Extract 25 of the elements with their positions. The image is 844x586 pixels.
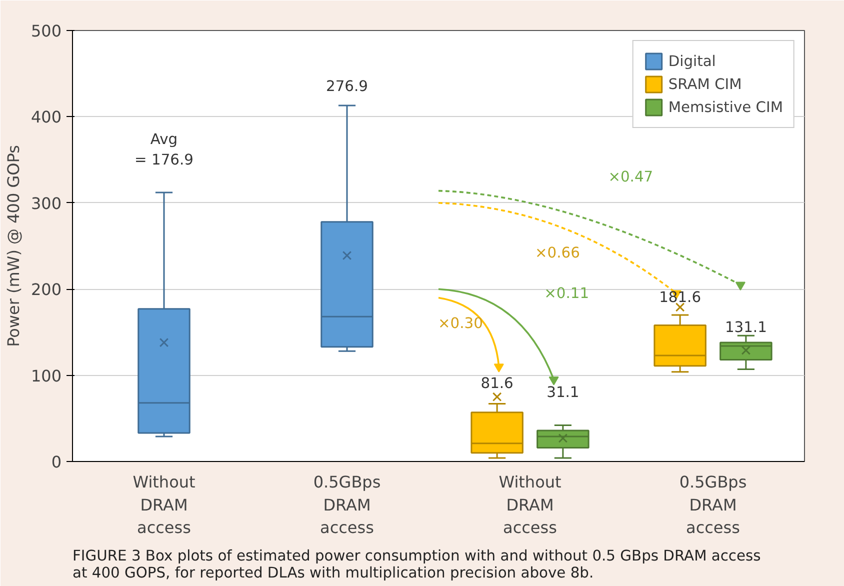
annotation: 31.1 [546,384,580,401]
annotation: 131.1 [724,319,767,336]
annotation: ×0.30 [438,315,483,332]
x-tick-label: Without DRAM access [132,472,196,538]
annotation: ×0.11 [544,285,590,302]
y-tick-label: 0 [51,452,62,472]
y-tick-label: 200 [30,280,62,300]
x-tick-label: Without DRAM access [498,472,562,538]
legend-label: Memsistive CIM [668,98,783,116]
x-tick-label: 0.5GBps DRAM access [313,472,381,538]
annotation: ×0.66 [534,244,580,262]
annotation: 81.6 [480,375,514,392]
legend-label: SRAM CIM [668,76,742,92]
caption: FIGURE 3 Box plots of estimated power consumption with and without 0.5 GBps DRAM access at 400 GOPS, for reported DLAs with multiplication precision above 8b. [72,548,761,582]
y-tick-label: 300 [30,194,62,213]
x-tick-label: 0.5GBps DRAM access [679,472,747,538]
y-axis-title: Power (mW) @ 400 GOPs [4,145,23,347]
annotation: 181.6 [659,289,702,306]
y-tick-label: 100 [30,366,62,386]
y-tick-label: 400 [30,108,62,127]
annotation: ×0.47 [608,168,654,186]
legend-label: Digital [668,52,716,70]
y-tick-label: 500 [30,22,62,40]
annotation: Avg = 176.9 [134,131,194,168]
annotation: 276.9 [326,78,368,95]
